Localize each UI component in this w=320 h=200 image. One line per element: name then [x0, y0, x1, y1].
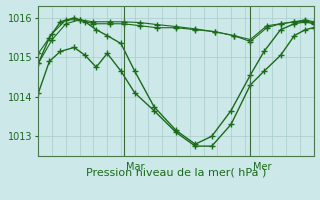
Text: Mar: Mar	[126, 162, 145, 172]
X-axis label: Pression niveau de la mer( hPa ): Pression niveau de la mer( hPa )	[86, 167, 266, 177]
Text: Mer: Mer	[253, 162, 272, 172]
